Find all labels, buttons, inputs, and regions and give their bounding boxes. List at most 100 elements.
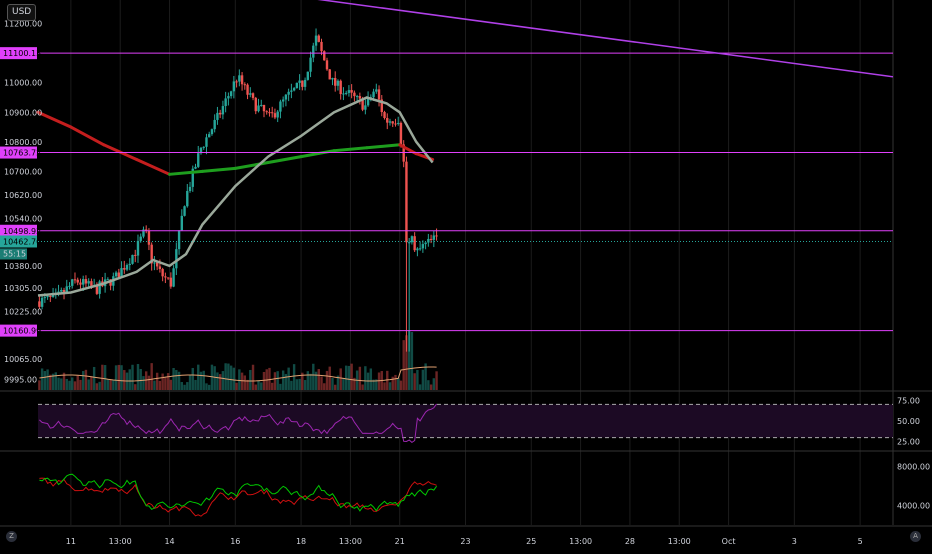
volume-bar <box>183 384 186 390</box>
volume-bar <box>254 384 257 390</box>
candle-body <box>268 112 271 114</box>
candle-body <box>405 161 408 243</box>
candle-body <box>281 99 285 102</box>
time-tick-label: 23 <box>460 537 470 546</box>
logo-icon: Z <box>6 531 17 542</box>
fast-ma-line <box>37 96 434 297</box>
trendline[interactable] <box>301 0 894 78</box>
volume-bar <box>421 369 425 390</box>
candle-body <box>180 215 184 231</box>
volume-bar <box>114 365 118 390</box>
time-tick-label: 28 <box>625 537 635 546</box>
candle-body <box>325 60 329 70</box>
time-tick-label: 3 <box>792 537 797 546</box>
oscillator-red-line <box>39 477 437 517</box>
candle-body <box>295 82 299 89</box>
volume-bar <box>358 366 362 390</box>
volume-bar <box>136 364 140 390</box>
volume-bar <box>120 365 123 390</box>
rsi-panel <box>38 403 893 444</box>
candle-body <box>279 101 282 112</box>
price-tick-label: 10305.00 <box>4 284 42 293</box>
candle-body <box>399 122 403 145</box>
level-tag <box>0 324 37 337</box>
candle-body <box>229 91 233 97</box>
trendline-line <box>317 0 894 78</box>
currency-badge[interactable]: USD <box>7 4 37 21</box>
price-tick-label: 10700.00 <box>4 167 42 176</box>
volume-bar <box>112 379 115 390</box>
candle-body <box>71 279 74 286</box>
volume-bar <box>410 332 414 390</box>
volume-bar <box>350 363 353 390</box>
candle-body <box>262 104 266 112</box>
volume-bar <box>386 370 389 390</box>
volume-bar <box>210 364 214 390</box>
price-tick-label: 10800.00 <box>4 138 42 147</box>
candle-body <box>199 147 203 154</box>
candle-body <box>73 279 77 281</box>
candle-body <box>353 92 356 97</box>
volume-bar <box>429 384 433 390</box>
candle-body <box>276 111 279 118</box>
candle-body <box>432 235 436 240</box>
candle-body <box>273 113 277 118</box>
candle-body <box>49 295 52 297</box>
volume-bar <box>369 368 373 390</box>
volume-bar <box>199 371 203 390</box>
candle-body <box>429 238 433 240</box>
candle-body <box>320 41 323 52</box>
volume-bar <box>271 382 274 390</box>
volume-bar <box>166 373 170 390</box>
volume-bar <box>375 379 378 390</box>
volume-bar <box>145 371 148 390</box>
volume-bar <box>49 374 52 390</box>
candle-body <box>298 80 301 83</box>
volume-bar <box>169 379 173 390</box>
candle-body <box>131 254 134 264</box>
auto-scale-button[interactable]: A <box>910 531 921 542</box>
candle-body <box>84 279 88 284</box>
volume-bar <box>279 383 282 390</box>
candle-body <box>364 105 367 110</box>
candle-body <box>60 290 63 292</box>
level-tag-label: 10763.72 <box>3 149 41 158</box>
candle-body <box>350 90 353 93</box>
candle-body <box>136 240 140 256</box>
candle-body <box>62 290 66 293</box>
candle-body <box>375 89 378 92</box>
volume-bar <box>117 364 121 390</box>
slow-ma-segment <box>365 143 402 150</box>
candle-body <box>218 112 222 115</box>
volume-bar <box>268 367 271 390</box>
volume-bar <box>347 365 351 390</box>
rsi-tick-label: 50.00 <box>897 417 920 426</box>
horizontal-levels[interactable]: 11100.13 10763.72 10498.92 10160.99 10462.70… <box>0 47 893 337</box>
volume-bar <box>334 384 337 390</box>
volume-bar <box>328 366 331 390</box>
volume-bar <box>128 369 131 390</box>
level-tag <box>0 146 37 159</box>
candle-body <box>51 293 55 297</box>
volume-bar <box>197 364 200 390</box>
candle-body <box>331 78 334 80</box>
candle-body <box>177 230 181 250</box>
candle-body <box>424 242 427 245</box>
candle-body <box>232 81 236 92</box>
candle-body <box>372 91 375 98</box>
volume-bar <box>38 380 41 390</box>
volume-bar <box>73 381 77 390</box>
volume-bar <box>106 379 110 390</box>
candle-body <box>43 297 47 299</box>
time-tick-label: Oct <box>722 537 736 546</box>
volume-bar <box>416 369 419 390</box>
volume-bar <box>303 380 307 390</box>
volume-bar <box>194 379 197 390</box>
volume-bar <box>216 372 219 390</box>
candle-body <box>147 230 151 245</box>
price-tick-label: 11200.00 <box>4 20 42 29</box>
volume-bar <box>57 377 60 390</box>
level-tag-label: 11100.13 <box>3 49 41 58</box>
volume-bar <box>134 384 137 390</box>
